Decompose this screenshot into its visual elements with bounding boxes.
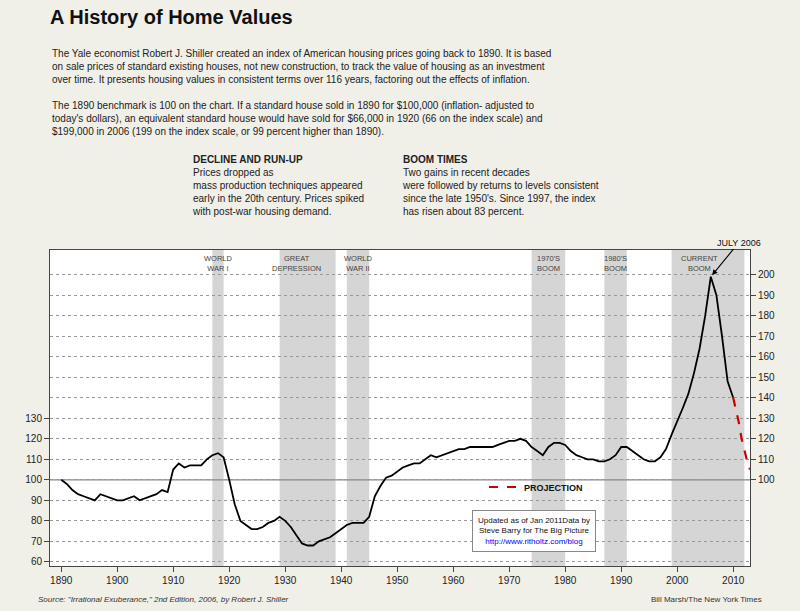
svg-text:1980: 1980: [554, 575, 577, 586]
svg-text:120: 120: [758, 433, 775, 444]
svg-text:110: 110: [26, 454, 42, 465]
svg-text:140: 140: [758, 392, 775, 403]
svg-text:1990: 1990: [610, 575, 633, 586]
svg-text:WORLDWAR II: WORLDWAR II: [344, 254, 373, 273]
svg-text:170: 170: [758, 331, 775, 342]
svg-text:100: 100: [758, 474, 775, 485]
svg-text:1940: 1940: [330, 575, 353, 586]
svg-text:PROJECTION: PROJECTION: [524, 483, 583, 493]
svg-text:1980'SBOOM: 1980'SBOOM: [604, 254, 627, 273]
svg-text:DECLINE AND RUN-UPPrices dropp: DECLINE AND RUN-UPPrices dropped asmass …: [192, 154, 364, 217]
svg-text:120: 120: [25, 433, 42, 444]
svg-text:110: 110: [758, 454, 774, 465]
svg-text:Updated as of Jan 2011Data byS: Updated as of Jan 2011Data bySteve Barry…: [478, 516, 590, 546]
svg-text:BOOM TIMESTwo gains in recent: BOOM TIMESTwo gains in recent decadeswer…: [402, 154, 599, 217]
svg-text:Bill Marsh/The New York Times: Bill Marsh/The New York Times: [651, 595, 762, 604]
svg-text:130: 130: [25, 413, 42, 424]
svg-text:1970: 1970: [498, 575, 521, 586]
svg-text:The 1890 benchmark is 100 on t: The 1890 benchmark is 100 on the chart. …: [52, 100, 543, 137]
svg-text:CURRENTBOOM: CURRENTBOOM: [681, 254, 718, 273]
svg-text:80: 80: [31, 515, 43, 526]
svg-text:70: 70: [31, 536, 43, 547]
svg-text:JULY 2006: JULY 2006: [717, 238, 761, 248]
svg-text:200: 200: [758, 269, 775, 280]
svg-text:190: 190: [758, 290, 775, 301]
svg-text:1930: 1930: [274, 575, 297, 586]
svg-text:60: 60: [31, 556, 43, 567]
svg-text:180: 180: [758, 310, 775, 321]
svg-text:1910: 1910: [162, 575, 185, 586]
svg-text:1920: 1920: [218, 575, 241, 586]
svg-text:100: 100: [25, 474, 42, 485]
svg-text:WORLDWAR I: WORLDWAR I: [204, 254, 233, 273]
svg-text:1960: 1960: [442, 575, 465, 586]
svg-text:150: 150: [758, 372, 775, 383]
svg-text:1890: 1890: [50, 575, 73, 586]
svg-text:GREATDEPRESSION: GREATDEPRESSION: [272, 254, 321, 273]
svg-text:2010: 2010: [722, 575, 745, 586]
svg-text:1900: 1900: [106, 575, 129, 586]
svg-text:90: 90: [31, 495, 43, 506]
svg-text:A History of Home Values: A History of Home Values: [50, 6, 293, 28]
svg-text:The Yale economist Robert J. S: The Yale economist Robert J. Shiller cre…: [52, 48, 551, 85]
svg-text:1970'SBOOM: 1970'SBOOM: [537, 254, 560, 273]
svg-text:1950: 1950: [386, 575, 409, 586]
svg-text:2000: 2000: [666, 575, 689, 586]
svg-text:160: 160: [758, 351, 775, 362]
svg-text:130: 130: [758, 413, 775, 424]
svg-text:Source: "Irrational Exuberance: Source: "Irrational Exuberance," 2nd Edi…: [38, 595, 289, 604]
